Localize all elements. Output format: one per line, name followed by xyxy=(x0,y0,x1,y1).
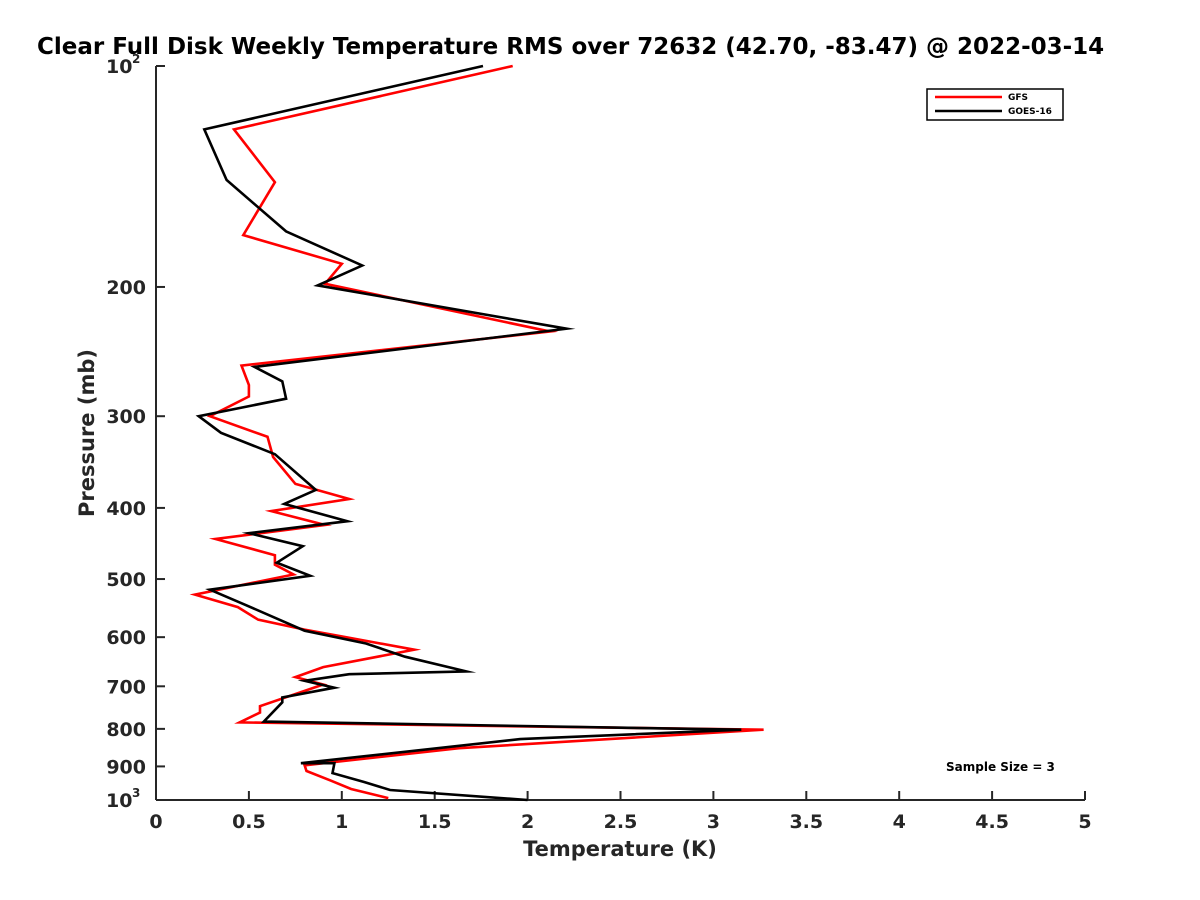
series-line-gfs xyxy=(189,64,764,800)
y-tick-label: 600 xyxy=(106,627,146,649)
y-axis-label: Pressure (mb) xyxy=(75,349,99,517)
x-tick-label: 1 xyxy=(335,811,348,833)
x-tick-label: 4.5 xyxy=(975,811,1009,833)
x-axis-label: Temperature (K) xyxy=(523,837,717,861)
y-tick-label: 800 xyxy=(106,719,146,741)
series-line-goes16 xyxy=(195,64,742,802)
legend-label-goes16: GOES-16 xyxy=(1008,107,1052,117)
x-tick-label: 2.5 xyxy=(604,811,638,833)
y-tick-label: 300 xyxy=(106,406,146,428)
x-tick-label: 0 xyxy=(149,811,162,833)
x-tick-label: 1.5 xyxy=(418,811,452,833)
y-tick-label: 10 xyxy=(106,790,132,812)
y-tick-label: 700 xyxy=(106,676,146,698)
x-tick-label: 4 xyxy=(893,811,906,833)
sample-size-annotation: Sample Size = 3 xyxy=(946,760,1055,774)
y-tick-label: 10 xyxy=(106,56,132,78)
y-tick-exponent: 3 xyxy=(132,786,140,800)
x-tick-label: 5 xyxy=(1078,811,1091,833)
x-tick-label: 0.5 xyxy=(232,811,266,833)
legend-box xyxy=(926,88,1064,121)
legend: GFS GOES-16 xyxy=(926,88,1064,121)
y-tick-label: 400 xyxy=(106,498,146,520)
legend-label-gfs: GFS xyxy=(1008,93,1028,103)
y-tick-label: 200 xyxy=(106,277,146,299)
y-tick-label: 900 xyxy=(106,756,146,778)
plot-axes: 0 0.5 1 1.5 2 2.5 3 3.5 4 4.5 510 22003004005006007… xyxy=(106,52,1092,833)
y-tick-label: 500 xyxy=(106,569,146,591)
chart-title: Clear Full Disk Weekly Temperature RMS o… xyxy=(37,34,1104,60)
x-tick-label: 3.5 xyxy=(789,811,823,833)
plot-series xyxy=(189,64,764,802)
x-tick-label: 3 xyxy=(707,811,720,833)
x-tick-label: 2 xyxy=(521,811,534,833)
y-tick-exponent: 2 xyxy=(132,52,140,66)
